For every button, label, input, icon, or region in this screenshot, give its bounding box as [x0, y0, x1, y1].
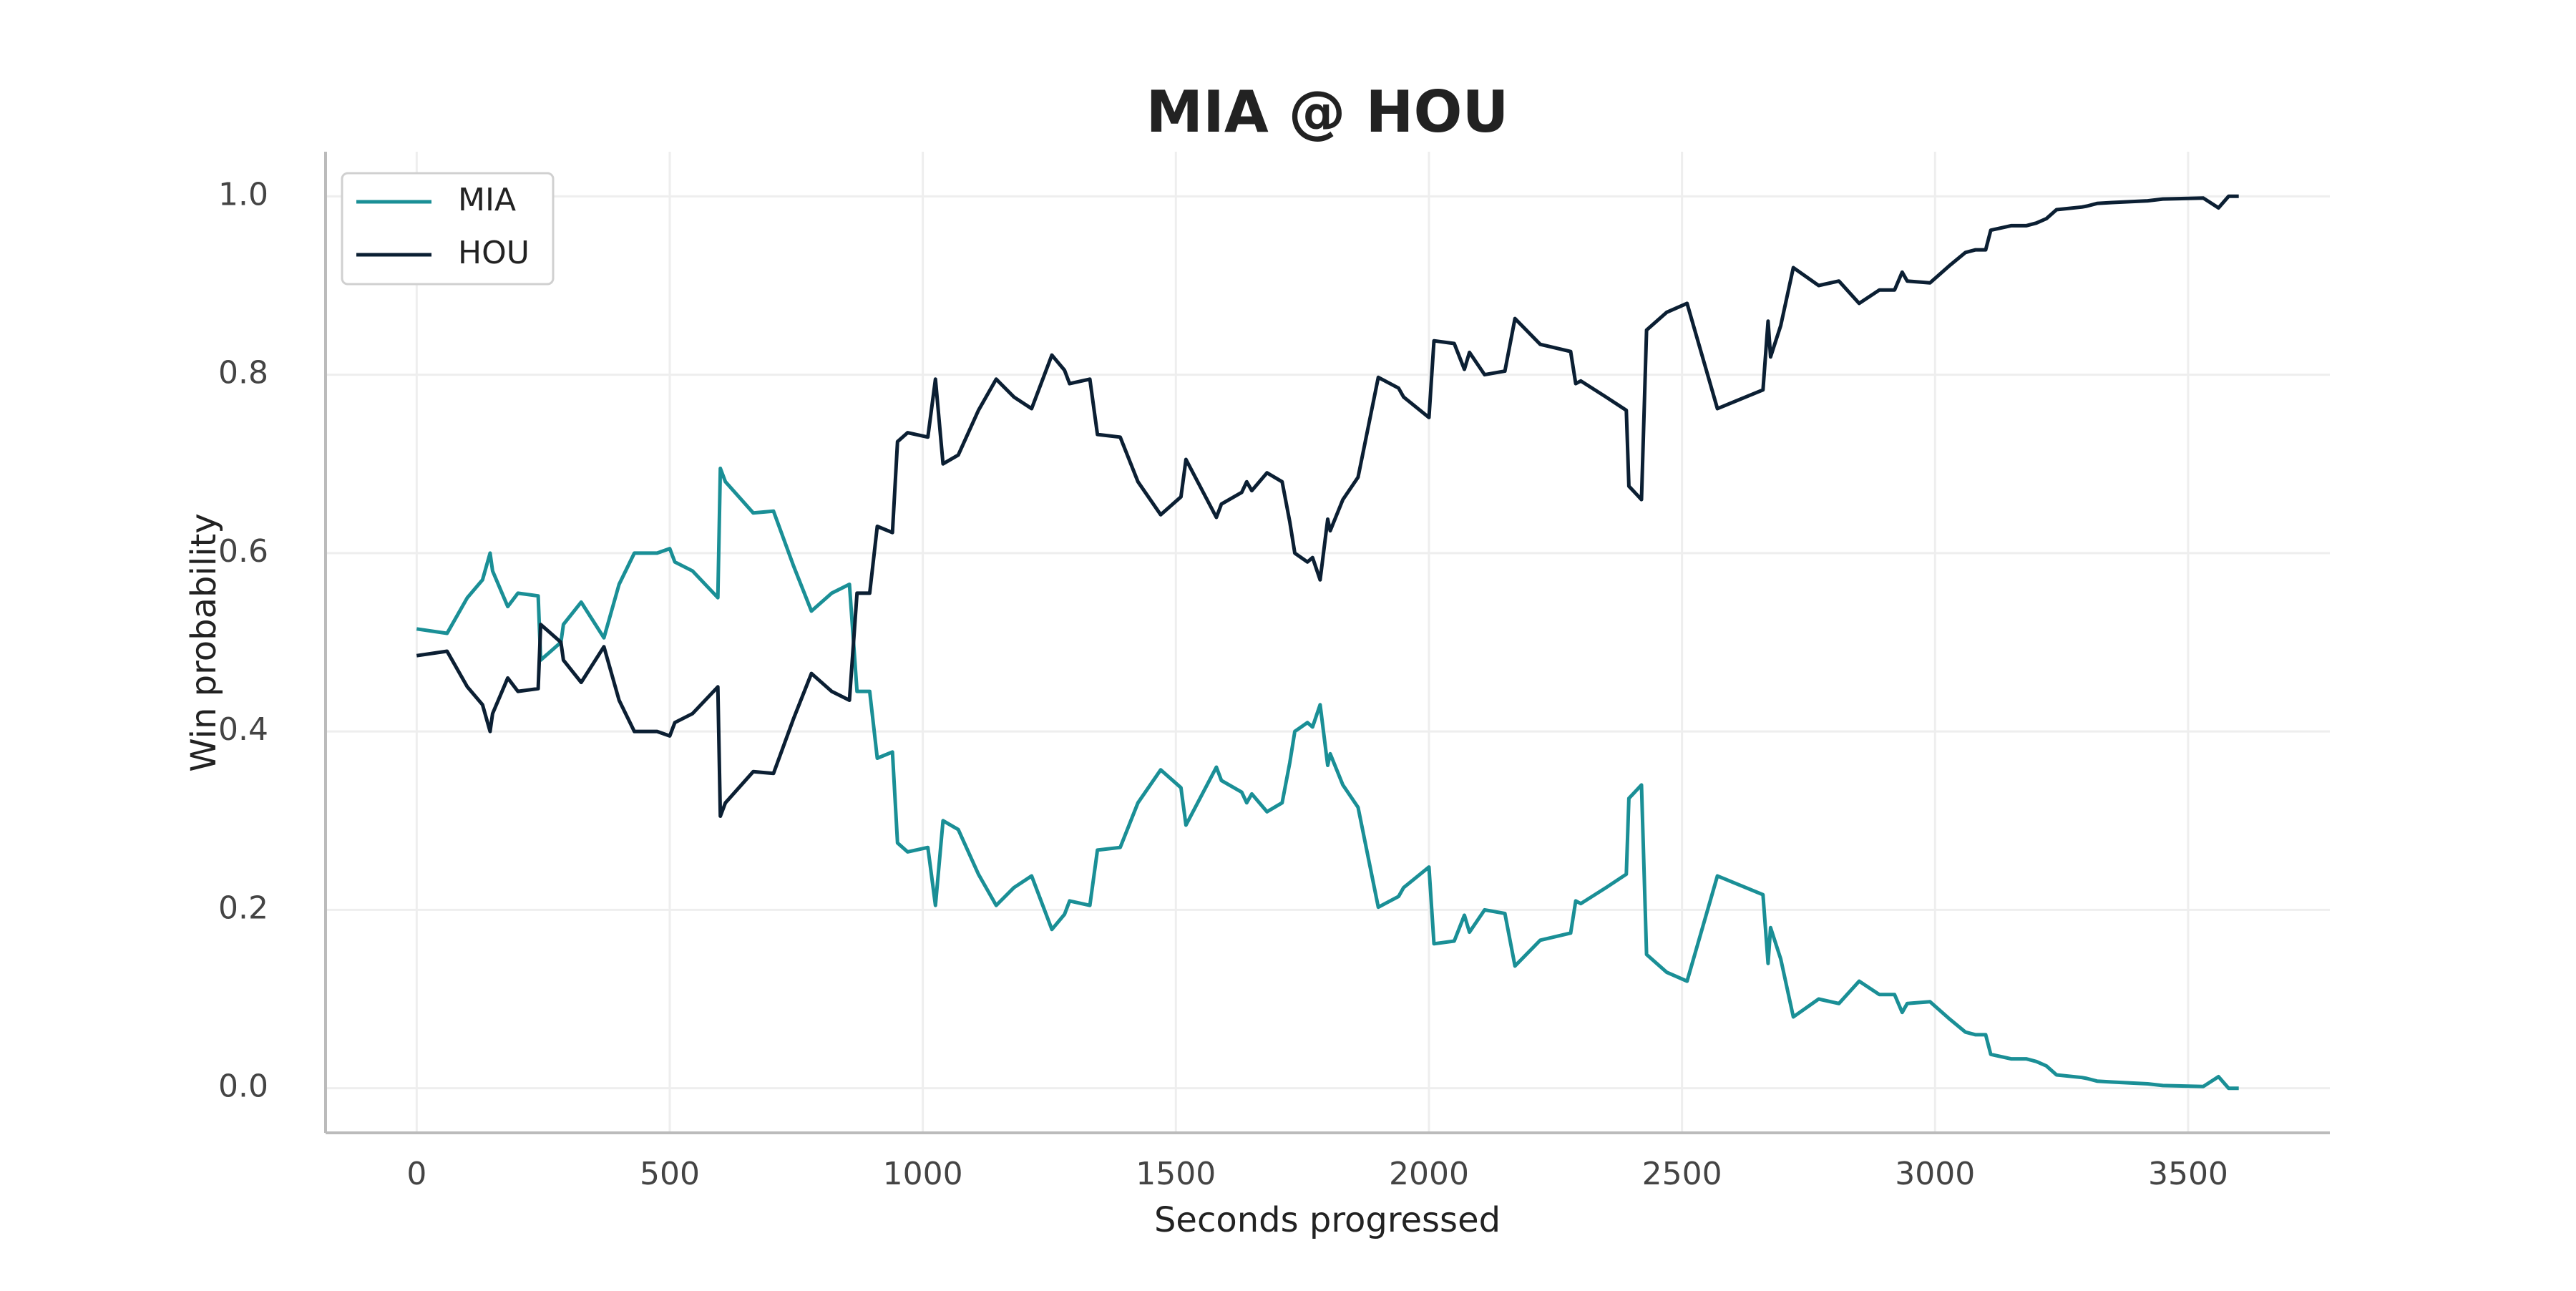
y-tick-label: 1.0 [218, 176, 268, 213]
x-tick-label: 0 [406, 1156, 426, 1192]
x-tick-label: 2000 [1389, 1156, 1469, 1192]
x-tick-label: 2500 [1642, 1156, 1722, 1192]
legend-label: MIA [458, 182, 516, 218]
y-tick-label: 0.6 [218, 533, 268, 570]
y-axis-label: Win probability [184, 513, 224, 772]
x-axis-label: Seconds progressed [1154, 1200, 1501, 1240]
legend-label: HOU [458, 235, 530, 271]
series-line [416, 467, 2239, 1091]
x-tick-label: 1500 [1136, 1156, 1216, 1192]
y-tick-label: 0.0 [218, 1068, 268, 1105]
x-tick-label: 3000 [1895, 1156, 1975, 1192]
series-line [416, 194, 2239, 818]
x-tick-label: 1000 [883, 1156, 963, 1192]
y-tick-label: 0.2 [218, 890, 268, 926]
y-tick-label: 0.4 [218, 711, 268, 748]
x-tick-label: 500 [640, 1156, 700, 1192]
x-tick-label: 3500 [2148, 1156, 2228, 1192]
y-tick-label: 0.8 [218, 355, 268, 391]
chart-title: MIA @ HOU [1146, 79, 1509, 145]
